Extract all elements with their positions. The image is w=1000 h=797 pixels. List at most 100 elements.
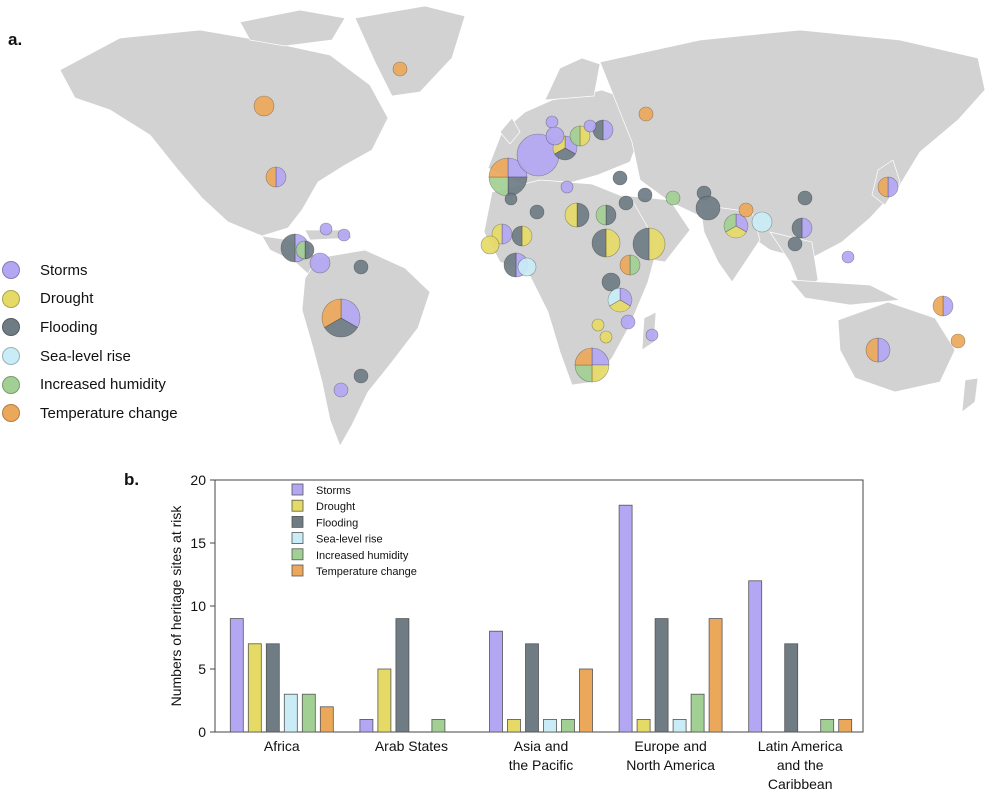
pie-slice bbox=[304, 240, 315, 260]
bar bbox=[708, 618, 723, 733]
pie-slice bbox=[521, 225, 533, 247]
site-pie bbox=[511, 225, 533, 247]
temperature-change-swatch-icon bbox=[2, 404, 20, 423]
pie-slice bbox=[554, 147, 576, 161]
pie-slice bbox=[583, 119, 597, 133]
pie-slice bbox=[576, 202, 590, 228]
legend-label: Drought bbox=[40, 290, 94, 308]
site-pie bbox=[333, 382, 349, 398]
site-pie bbox=[620, 314, 636, 330]
storms-swatch-icon bbox=[2, 261, 20, 280]
legend-item-storms: Storms bbox=[0, 256, 178, 285]
legend-label: Temperature change bbox=[316, 566, 417, 578]
bar bbox=[431, 719, 446, 733]
site-pie bbox=[638, 106, 654, 122]
pie-slice bbox=[392, 61, 408, 77]
land-mass bbox=[301, 249, 431, 447]
pie-slice bbox=[735, 213, 749, 233]
x-tick-label: Arab States bbox=[375, 738, 448, 754]
pie-slice bbox=[723, 213, 737, 233]
legend-label: Flooding bbox=[316, 517, 358, 529]
site-pie bbox=[751, 211, 773, 233]
bar bbox=[229, 618, 244, 733]
site-pie bbox=[723, 213, 749, 239]
legend-item-increased-humidity: Increased humidity bbox=[0, 370, 178, 399]
panel-a-label: a. bbox=[8, 30, 23, 49]
site-pie bbox=[738, 202, 754, 218]
bar bbox=[543, 719, 557, 733]
pie-slice bbox=[569, 125, 581, 147]
bar bbox=[395, 618, 410, 733]
sea-level-rise-swatch-icon bbox=[2, 347, 20, 366]
pie-slice bbox=[333, 382, 349, 398]
pie-slice bbox=[638, 106, 654, 122]
pie-slice bbox=[877, 176, 889, 198]
site-pie bbox=[309, 252, 331, 274]
bar bbox=[377, 668, 392, 733]
site-pie bbox=[637, 187, 653, 203]
pie-slice bbox=[602, 119, 614, 141]
pie-slice bbox=[609, 299, 631, 313]
y-tick-label: 10 bbox=[190, 598, 206, 614]
site-pie bbox=[645, 328, 659, 342]
site-pie bbox=[865, 337, 891, 363]
site-pie bbox=[529, 204, 545, 220]
bar bbox=[319, 706, 334, 733]
site-pie bbox=[665, 190, 681, 206]
pie-slice bbox=[665, 190, 681, 206]
pie-slice bbox=[618, 195, 634, 211]
site-pie bbox=[353, 368, 369, 384]
pie-slice bbox=[797, 190, 813, 206]
legend-swatch bbox=[291, 548, 304, 561]
land-mass bbox=[499, 117, 521, 145]
pie-slice bbox=[517, 257, 537, 277]
bar bbox=[579, 668, 593, 733]
site-pie bbox=[797, 190, 813, 206]
pie-slice bbox=[619, 287, 633, 307]
y-tick-label: 5 bbox=[198, 661, 206, 677]
pie-slice bbox=[309, 252, 331, 274]
legend-label: Increased humidity bbox=[40, 376, 166, 394]
pie-slice bbox=[619, 254, 631, 276]
bar bbox=[489, 630, 503, 733]
pie-slice bbox=[265, 166, 277, 188]
pie-slice bbox=[574, 347, 593, 366]
site-pie bbox=[601, 272, 621, 292]
pie-slice bbox=[841, 250, 855, 264]
pie-slice bbox=[595, 204, 607, 226]
pie-slice bbox=[337, 228, 351, 242]
legend-label: Drought bbox=[316, 501, 355, 513]
legend-label: Storms bbox=[40, 261, 88, 279]
pie-slice bbox=[612, 170, 628, 186]
pie-slice bbox=[253, 95, 275, 117]
pie-slice bbox=[353, 259, 369, 275]
pie-slice bbox=[480, 235, 500, 255]
legend-label: Sea-level rise bbox=[40, 347, 131, 365]
pie-slice bbox=[504, 192, 518, 206]
land-mass bbox=[837, 301, 956, 393]
pie-slice bbox=[637, 187, 653, 203]
legend-item-drought: Drought bbox=[0, 285, 178, 314]
pie-slice bbox=[560, 180, 574, 194]
bar bbox=[820, 719, 835, 733]
legend-swatch bbox=[291, 532, 304, 544]
pie-slice bbox=[605, 204, 617, 226]
y-tick-label: 15 bbox=[190, 535, 206, 551]
site-pie bbox=[319, 222, 333, 236]
pie-slice bbox=[887, 176, 899, 198]
site-pie bbox=[560, 180, 574, 194]
site-pie-markers bbox=[253, 61, 966, 398]
world-land bbox=[59, 5, 986, 447]
site-pie bbox=[591, 228, 621, 258]
site-pie bbox=[392, 61, 408, 77]
pie-slice bbox=[488, 157, 509, 178]
bar bbox=[838, 719, 853, 733]
pie-slice bbox=[725, 225, 747, 239]
site-pie bbox=[564, 202, 590, 228]
x-tick-label: Latin America and the Caribbean bbox=[758, 738, 843, 792]
pie-slice bbox=[877, 337, 891, 363]
pie-slice bbox=[629, 254, 641, 276]
pie-slice bbox=[295, 240, 306, 260]
pie-slice bbox=[605, 228, 621, 258]
pie-slice bbox=[275, 166, 287, 188]
